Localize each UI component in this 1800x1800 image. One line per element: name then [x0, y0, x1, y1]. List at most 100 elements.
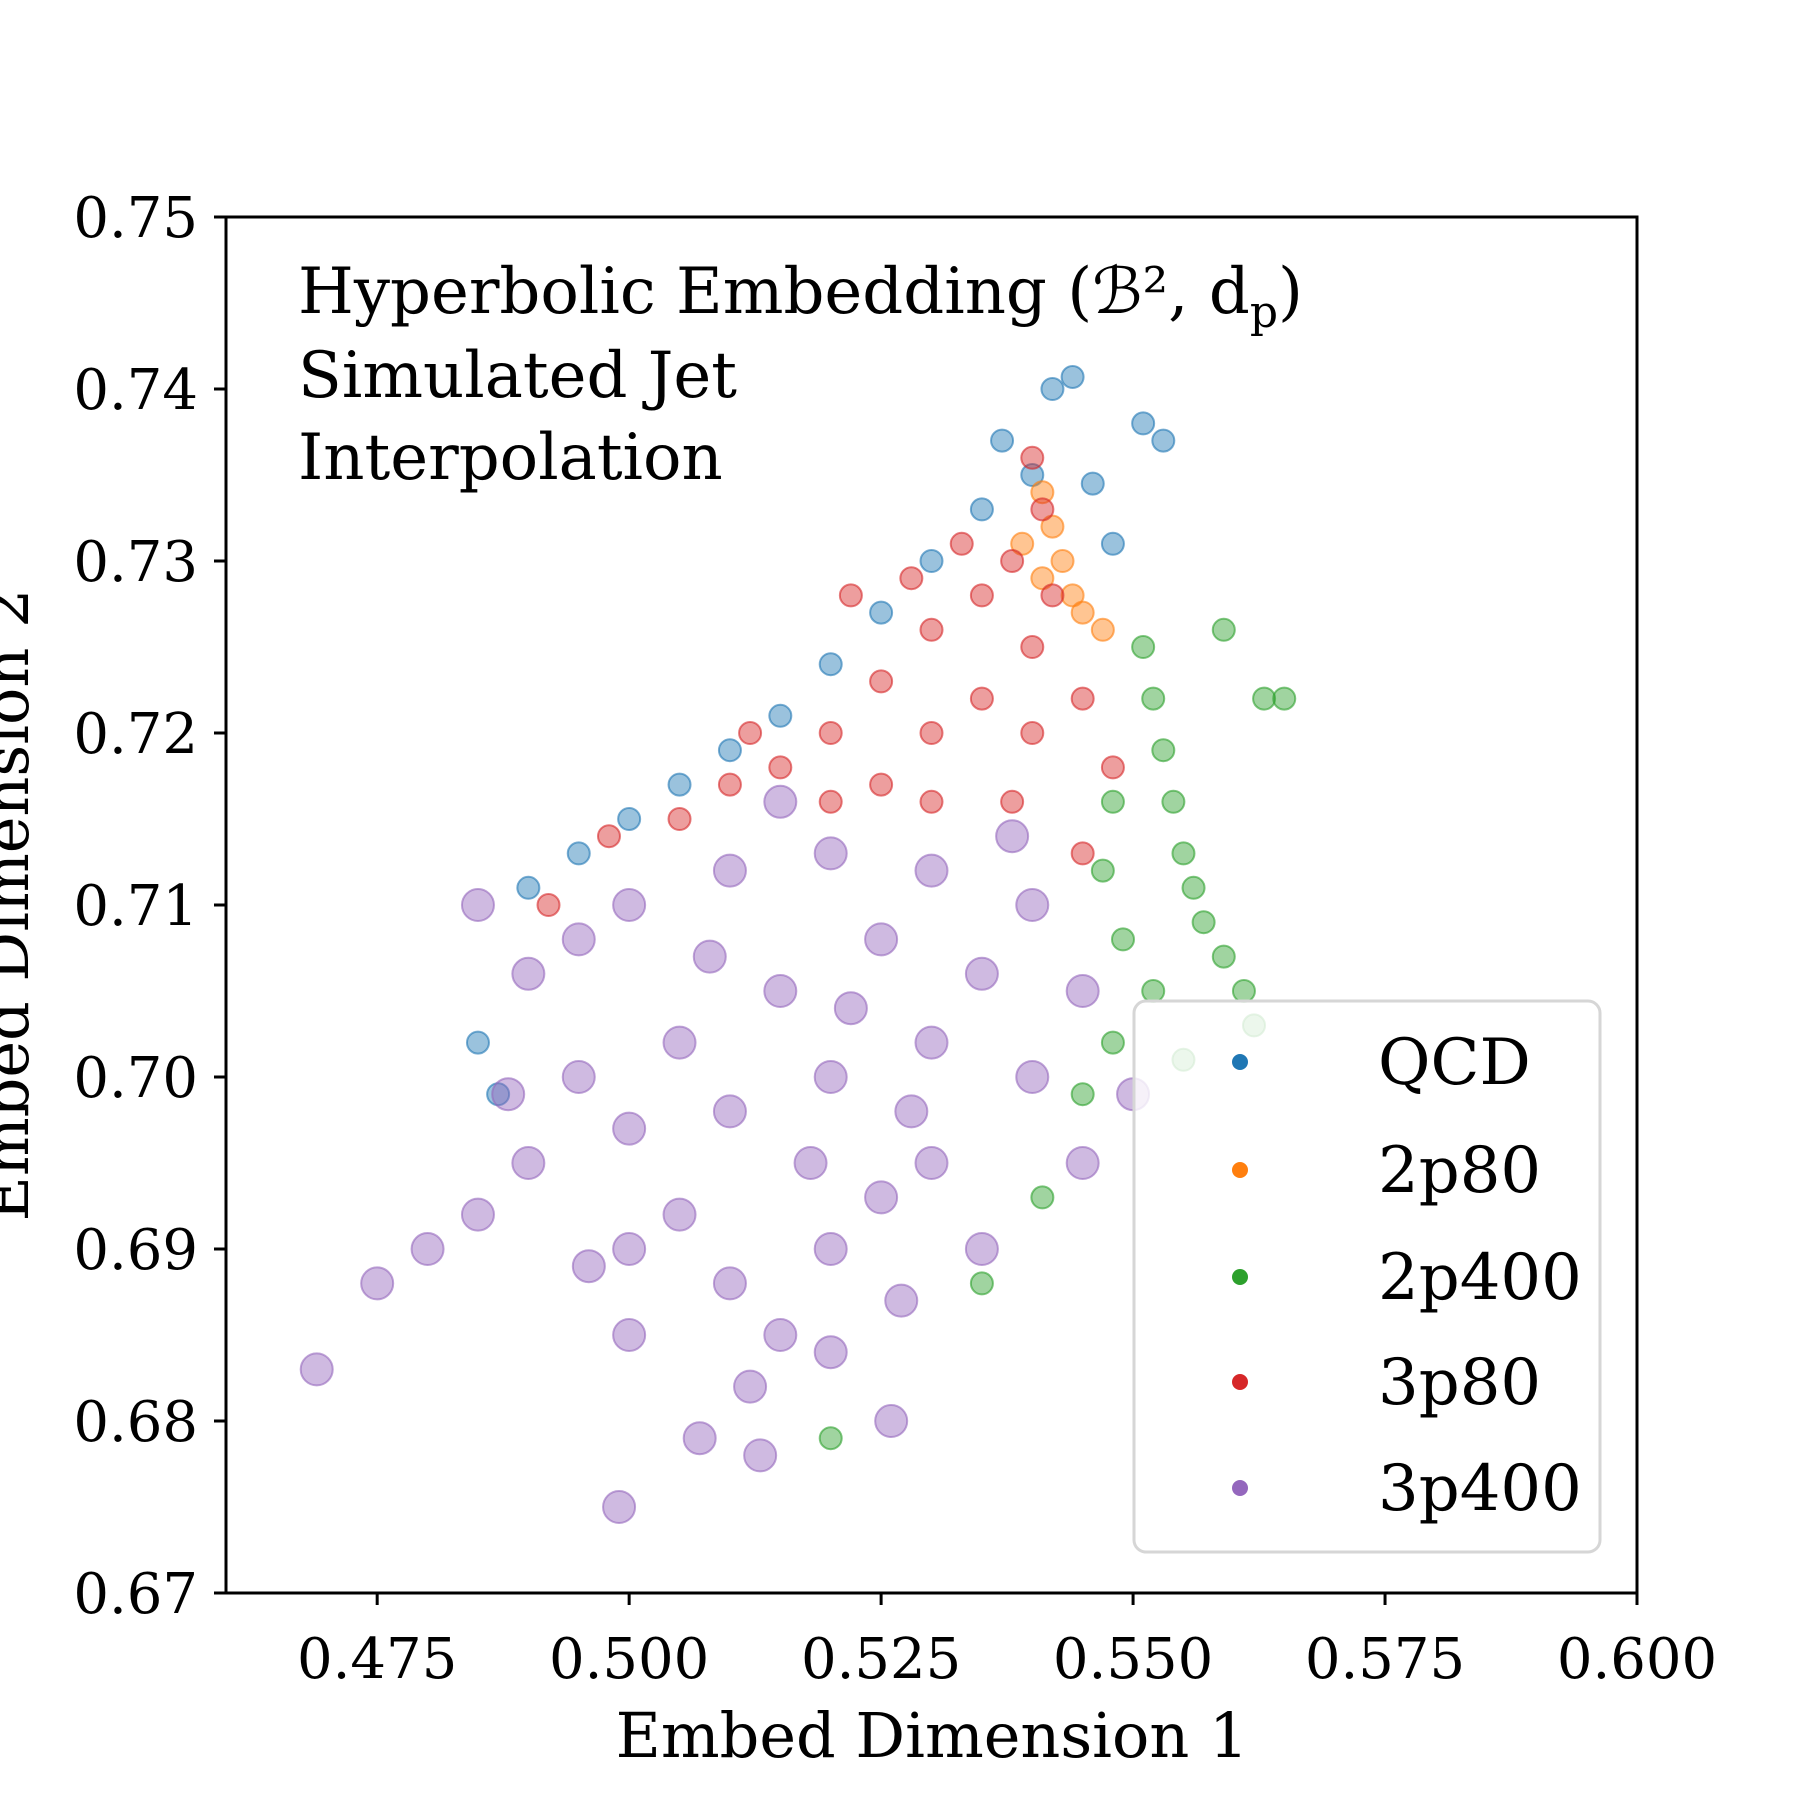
point-3p400 [864, 922, 899, 957]
legend-item-3p80: 3p80 [1232, 1346, 1541, 1420]
point-2p400 [1211, 944, 1236, 969]
point-3p400 [864, 1180, 899, 1215]
series-2p400 [818, 617, 1297, 1451]
point-3p400 [511, 956, 546, 991]
point-3p80 [919, 721, 944, 745]
point-3p80 [738, 721, 763, 745]
point-3p400 [712, 853, 747, 888]
point-3p80 [1040, 583, 1065, 608]
point-QCD [1151, 428, 1176, 453]
y-tick-label: 0.75 [73, 186, 198, 251]
point-2p80 [1090, 617, 1115, 642]
point-3p400 [662, 1025, 697, 1060]
point-3p400 [612, 1232, 647, 1266]
annotation-line-2: Simulated Jet [298, 339, 737, 413]
point-3p400 [602, 1490, 637, 1524]
point-3p400 [995, 819, 1030, 854]
point-3p400 [813, 1060, 848, 1094]
legend-label: 3p400 [1378, 1452, 1582, 1526]
point-3p400 [813, 1335, 848, 1370]
point-2p80 [1050, 549, 1075, 573]
legend-marker [1232, 1162, 1248, 1178]
point-3p400 [1015, 1060, 1050, 1094]
point-3p400 [460, 888, 495, 922]
annotation-close-paren: ) [1278, 255, 1303, 329]
point-3p80 [1030, 497, 1055, 522]
point-3p80 [768, 755, 793, 780]
point-2p400 [1030, 1185, 1055, 1210]
point-3p400 [964, 956, 999, 991]
point-2p400 [1151, 738, 1176, 763]
y-tick-label: 0.70 [73, 1046, 198, 1111]
point-QCD [919, 549, 944, 573]
point-2p400 [1211, 617, 1236, 642]
point-3p400 [884, 1283, 919, 1318]
point-QCD [1040, 377, 1065, 401]
point-3p400 [682, 1421, 717, 1456]
point-2p400 [1100, 1030, 1125, 1055]
series-2p80 [1010, 480, 1115, 642]
point-3p400 [360, 1266, 395, 1301]
legend-marker [1232, 1054, 1248, 1070]
point-3p80 [1000, 549, 1025, 573]
y-tick-label: 0.74 [73, 358, 198, 423]
point-2p400 [1181, 875, 1206, 900]
point-2p400 [1231, 979, 1256, 1003]
point-2p400 [1070, 1082, 1095, 1107]
point-3p400 [914, 1025, 949, 1060]
point-QCD [465, 1030, 490, 1055]
point-3p400 [612, 888, 647, 922]
legend-item-2p400: 2p400 [1232, 1241, 1582, 1315]
annotation-line-1: Hyperbolic Embedding (ℬ², dp) [298, 255, 1303, 338]
point-3p80 [1070, 686, 1095, 711]
point-3p400 [712, 1266, 747, 1301]
point-QCD [516, 875, 541, 900]
legend-item-3p400: 3p400 [1232, 1452, 1582, 1526]
annotation-subscript: p [1250, 287, 1278, 338]
point-3p80 [949, 531, 974, 556]
point-2p400 [818, 1426, 843, 1451]
point-3p400 [571, 1249, 606, 1284]
point-3p80 [1070, 841, 1095, 866]
y-tick-label: 0.71 [73, 874, 198, 939]
point-2p80 [1070, 600, 1095, 625]
point-QCD [1080, 471, 1105, 496]
point-2p400 [1272, 686, 1297, 711]
y-tick-label: 0.73 [73, 530, 198, 595]
point-2p400 [1090, 858, 1115, 883]
point-3p80 [899, 566, 924, 591]
point-3p80 [818, 789, 843, 814]
point-2p400 [969, 1271, 994, 1296]
point-QCD [869, 600, 894, 625]
legend-label: QCD [1378, 1026, 1531, 1100]
x-axis: 0.475 0.500 0.525 0.550 0.575 0.600 [297, 1593, 1717, 1692]
point-3p80 [1020, 445, 1045, 470]
legend-marker [1232, 1269, 1248, 1285]
point-3p400 [1015, 888, 1050, 922]
point-3p400 [561, 1060, 596, 1094]
x-axis-label: Embed Dimension 1 [616, 1699, 1249, 1772]
x-tick-label: 0.525 [801, 1627, 961, 1692]
point-3p400 [813, 836, 848, 871]
series-QCD [465, 364, 1176, 1107]
point-3p400 [763, 974, 798, 1008]
point-3p400 [410, 1232, 445, 1266]
point-2p400 [1141, 686, 1166, 711]
point-3p80 [1020, 721, 1045, 745]
point-3p80 [1000, 789, 1025, 814]
x-tick-label: 0.575 [1305, 1627, 1465, 1692]
point-3p400 [662, 1197, 697, 1232]
y-axis-label: Embed Dimension 2 [0, 589, 43, 1222]
legend-marker [1232, 1374, 1248, 1390]
point-3p80 [969, 686, 994, 711]
point-3p400 [612, 1111, 647, 1146]
point-QCD [768, 703, 793, 728]
annotation-line-3: Interpolation [298, 421, 723, 495]
y-tick-label: 0.72 [73, 702, 198, 767]
point-3p80 [919, 617, 944, 642]
point-3p400 [964, 1232, 999, 1266]
point-QCD [566, 841, 591, 866]
point-QCD [717, 738, 742, 763]
point-3p400 [914, 853, 949, 888]
